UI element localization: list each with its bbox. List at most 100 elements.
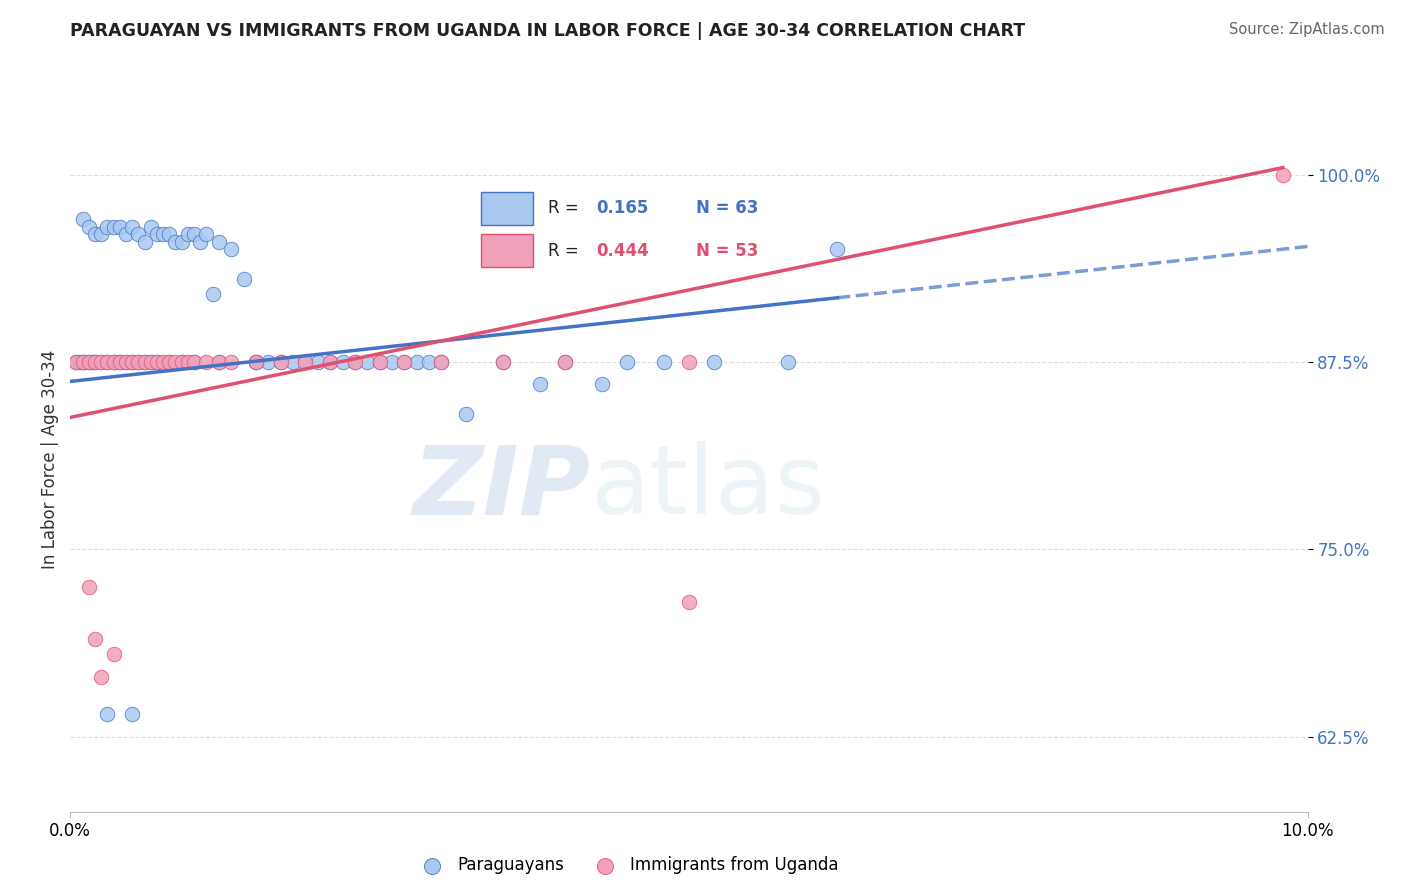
Point: [343, 355, 366, 369]
Text: N = 63: N = 63: [696, 200, 759, 218]
Point: [103, 219, 125, 234]
Point: [270, 355, 292, 369]
Point: [146, 227, 169, 242]
Point: [115, 355, 138, 369]
FancyBboxPatch shape: [481, 192, 533, 225]
Point: [368, 355, 391, 369]
Point: [103, 355, 125, 369]
Point: [84, 227, 107, 242]
Point: [96, 355, 118, 369]
Point: [591, 377, 613, 392]
Point: [121, 355, 143, 369]
Point: [430, 355, 453, 369]
Point: [394, 355, 416, 369]
Point: [616, 355, 638, 369]
Point: [219, 243, 242, 257]
Point: [152, 227, 174, 242]
Point: [96, 355, 118, 369]
Point: [127, 355, 149, 369]
Point: [121, 355, 143, 369]
Point: [165, 235, 187, 249]
Point: [492, 355, 515, 369]
Point: [65, 355, 87, 369]
Point: [90, 355, 112, 369]
Point: [127, 355, 149, 369]
Point: [82, 355, 104, 369]
Point: [90, 355, 112, 369]
Point: [188, 235, 211, 249]
Point: [319, 355, 342, 369]
Point: [170, 355, 193, 369]
Point: [72, 355, 94, 369]
Point: [77, 580, 100, 594]
Point: [90, 227, 112, 242]
Point: [84, 355, 107, 369]
Point: [319, 355, 342, 369]
Point: [405, 355, 427, 369]
Point: [134, 355, 156, 369]
Text: PARAGUAYAN VS IMMIGRANTS FROM UGANDA IN LABOR FORCE | AGE 30-34 CORRELATION CHAR: PARAGUAYAN VS IMMIGRANTS FROM UGANDA IN …: [70, 22, 1025, 40]
Point: [245, 355, 267, 369]
Text: R =: R =: [548, 200, 579, 218]
Point: [134, 235, 156, 249]
Legend: Paraguayans, Immigrants from Uganda: Paraguayans, Immigrants from Uganda: [409, 849, 845, 881]
Point: [96, 219, 118, 234]
Point: [208, 235, 231, 249]
Point: [208, 355, 231, 369]
Point: [177, 355, 200, 369]
Point: [430, 355, 453, 369]
Point: [77, 219, 100, 234]
Point: [827, 243, 849, 257]
Point: [394, 355, 416, 369]
FancyBboxPatch shape: [481, 234, 533, 267]
Point: [72, 355, 94, 369]
Point: [157, 355, 180, 369]
Point: [418, 355, 440, 369]
Point: [157, 227, 180, 242]
Point: [152, 355, 174, 369]
Point: [90, 670, 112, 684]
Point: [103, 355, 125, 369]
Point: [69, 355, 91, 369]
Point: [195, 355, 218, 369]
Point: [183, 355, 205, 369]
Point: [245, 355, 267, 369]
Point: [257, 355, 280, 369]
Point: [219, 355, 242, 369]
Y-axis label: In Labor Force | Age 30-34: In Labor Force | Age 30-34: [41, 350, 59, 569]
Point: [678, 595, 700, 609]
Point: [65, 355, 87, 369]
Text: Source: ZipAtlas.com: Source: ZipAtlas.com: [1229, 22, 1385, 37]
Point: [165, 355, 187, 369]
Point: [195, 227, 218, 242]
Point: [108, 355, 131, 369]
Point: [201, 287, 224, 301]
Point: [1271, 168, 1294, 182]
Point: [356, 355, 378, 369]
Point: [77, 355, 100, 369]
Point: [157, 355, 180, 369]
Point: [146, 355, 169, 369]
Point: [678, 355, 700, 369]
Point: [776, 355, 799, 369]
Point: [368, 355, 391, 369]
Point: [294, 355, 316, 369]
Point: [170, 355, 193, 369]
Text: N = 53: N = 53: [696, 242, 759, 260]
Point: [183, 227, 205, 242]
Point: [554, 355, 576, 369]
Point: [115, 355, 138, 369]
Point: [108, 355, 131, 369]
Point: [183, 355, 205, 369]
Point: [127, 227, 149, 242]
Point: [146, 355, 169, 369]
Text: atlas: atlas: [591, 441, 825, 534]
Point: [121, 707, 143, 722]
Point: [529, 377, 551, 392]
Point: [281, 355, 304, 369]
Point: [307, 355, 329, 369]
Point: [232, 272, 254, 286]
Point: [177, 227, 200, 242]
Point: [134, 355, 156, 369]
Point: [108, 219, 131, 234]
